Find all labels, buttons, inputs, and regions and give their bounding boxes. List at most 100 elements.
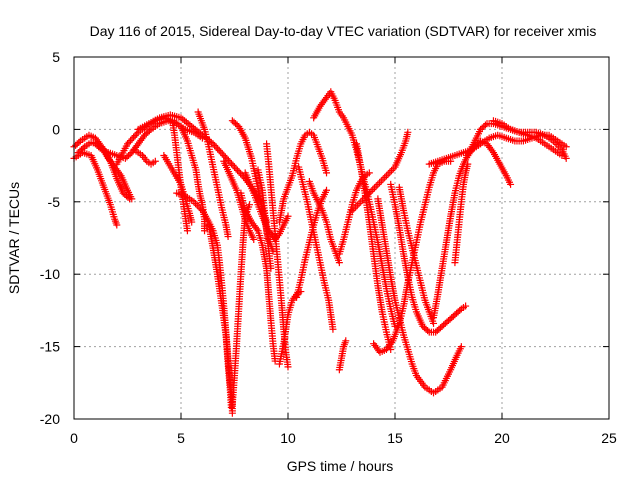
x-tick-label: 15 (387, 430, 403, 446)
data-point (183, 227, 191, 235)
data-point (456, 306, 464, 314)
data-point (404, 128, 412, 136)
data-point (217, 148, 225, 156)
data-point (329, 325, 337, 333)
data-point (228, 409, 236, 417)
grid-lines (74, 57, 609, 419)
data-point (464, 160, 472, 168)
data-point (215, 146, 223, 154)
data-point (224, 233, 232, 241)
series-arc-30 (387, 180, 470, 336)
data-point (113, 221, 121, 229)
series-arc-35 (464, 137, 515, 188)
tick-labels: 0 5 10 15 20 25 5 0 -5 -10 -15 -20 (40, 49, 617, 446)
x-tick-label: 25 (601, 430, 617, 446)
series-arc-22 (305, 178, 343, 267)
data-point (133, 130, 141, 138)
series-arc-27 (352, 140, 395, 353)
data-point (457, 343, 465, 351)
data-point (323, 169, 331, 177)
x-axis-title: GPS time / hours (287, 458, 394, 474)
y-axis-title: SDTVAR / TECUs (6, 182, 22, 294)
data-point (377, 177, 385, 185)
data-point (374, 180, 382, 188)
data-point (130, 133, 138, 141)
x-tick-label: 0 (70, 430, 78, 446)
x-tick-label: 20 (494, 430, 510, 446)
data-point (357, 198, 365, 206)
data-point (562, 143, 570, 151)
series-arc-16 (254, 166, 275, 272)
series-arc-18 (275, 288, 305, 368)
data-point (192, 200, 200, 208)
data-point (227, 160, 235, 168)
data-point (212, 143, 220, 151)
data-point (507, 180, 515, 188)
data-point (335, 259, 343, 267)
data-point (355, 200, 363, 208)
series-arc-17 (263, 140, 292, 371)
series-arc-37 (130, 146, 159, 168)
series-arc-19 (275, 128, 331, 226)
data-point (188, 218, 196, 226)
series-arc-09 (194, 108, 232, 241)
x-tick-label: 5 (177, 430, 185, 446)
data-point (284, 363, 292, 371)
data-point (231, 163, 238, 171)
data-series (70, 88, 570, 417)
data-point (214, 145, 222, 153)
y-tick-label: 0 (52, 121, 60, 137)
data-point (237, 170, 245, 178)
data-point (234, 166, 242, 174)
series-arc-12 (228, 201, 253, 409)
data-point (382, 172, 390, 180)
data-point (424, 327, 432, 335)
series-arc-36 (489, 117, 566, 159)
data-point (75, 138, 83, 146)
y-tick-label: 5 (52, 49, 60, 65)
data-point (481, 121, 489, 129)
data-point (221, 153, 229, 161)
data-point (235, 168, 243, 176)
plot-frame (73, 56, 610, 420)
x-tick-label: 10 (280, 430, 296, 446)
series-arc-31 (395, 183, 438, 327)
data-point (79, 144, 87, 152)
y-tick-label: -10 (40, 266, 60, 282)
data-point (388, 167, 396, 175)
data-point (124, 140, 131, 148)
data-point (250, 235, 258, 243)
data-point (211, 142, 219, 150)
series-arc-02 (70, 149, 121, 229)
data-point (284, 212, 292, 220)
data-point (128, 135, 136, 143)
data-point (151, 157, 159, 165)
data-point (224, 156, 232, 164)
data-point (376, 179, 384, 187)
series-arc-34 (451, 160, 472, 267)
data-point (124, 193, 132, 201)
data-point (229, 161, 237, 169)
series-arc-29 (374, 195, 465, 397)
data-point (342, 337, 350, 345)
y-tick-label: -20 (40, 411, 60, 427)
data-point (462, 302, 470, 310)
y-tick-label: -15 (40, 339, 60, 355)
data-point (386, 168, 394, 176)
axis-ticks (73, 56, 610, 420)
y-tick-label: -5 (48, 194, 61, 210)
data-point (365, 169, 373, 177)
data-point (370, 184, 378, 192)
data-point (379, 175, 387, 183)
data-point (226, 158, 234, 166)
data-point (245, 201, 253, 209)
series-arc-24 (335, 337, 350, 374)
data-point (218, 150, 226, 158)
data-point (232, 165, 240, 173)
series-arc-21 (295, 163, 337, 333)
data-point (127, 137, 135, 145)
data-point (372, 182, 380, 190)
chart-title: Day 116 of 2015, Sidereal Day-to-day VTE… (90, 23, 597, 39)
data-point (384, 170, 392, 178)
